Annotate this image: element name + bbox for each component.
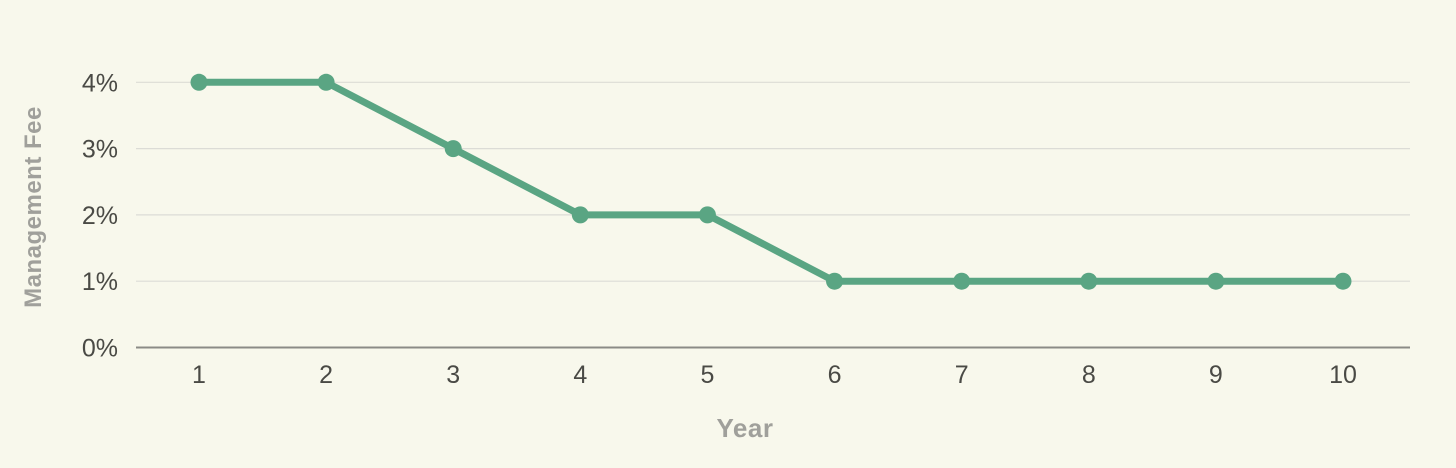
data-point (190, 73, 208, 91)
data-point (698, 206, 716, 224)
y-tick-label: 0% (82, 335, 118, 363)
x-tick-label: 9 (1209, 361, 1223, 389)
x-tick-label: 2 (319, 361, 333, 389)
x-tick-label: 3 (446, 361, 460, 389)
y-tick-label: 1% (82, 268, 118, 296)
x-tick-label: 4 (573, 361, 587, 389)
data-point (953, 272, 971, 290)
data-point (444, 140, 462, 158)
data-point (1334, 272, 1352, 290)
data-point (1207, 272, 1225, 290)
x-tick-label: 5 (700, 361, 714, 389)
series-line (195, 78, 1347, 285)
x-axis-title: Year (716, 413, 774, 443)
data-point (571, 206, 589, 224)
data-point (826, 272, 844, 290)
x-tick-label: 10 (1329, 361, 1357, 389)
x-tick-label: 7 (955, 361, 969, 389)
x-tick-label: 1 (192, 361, 206, 389)
data-point (1080, 272, 1098, 290)
y-tick-label: 3% (82, 136, 118, 164)
x-tick-label: 8 (1082, 361, 1096, 389)
y-tick-label: 4% (82, 69, 118, 97)
x-tick-label: 6 (828, 361, 842, 389)
data-point (317, 73, 335, 91)
y-tick-label: 2% (82, 202, 118, 230)
